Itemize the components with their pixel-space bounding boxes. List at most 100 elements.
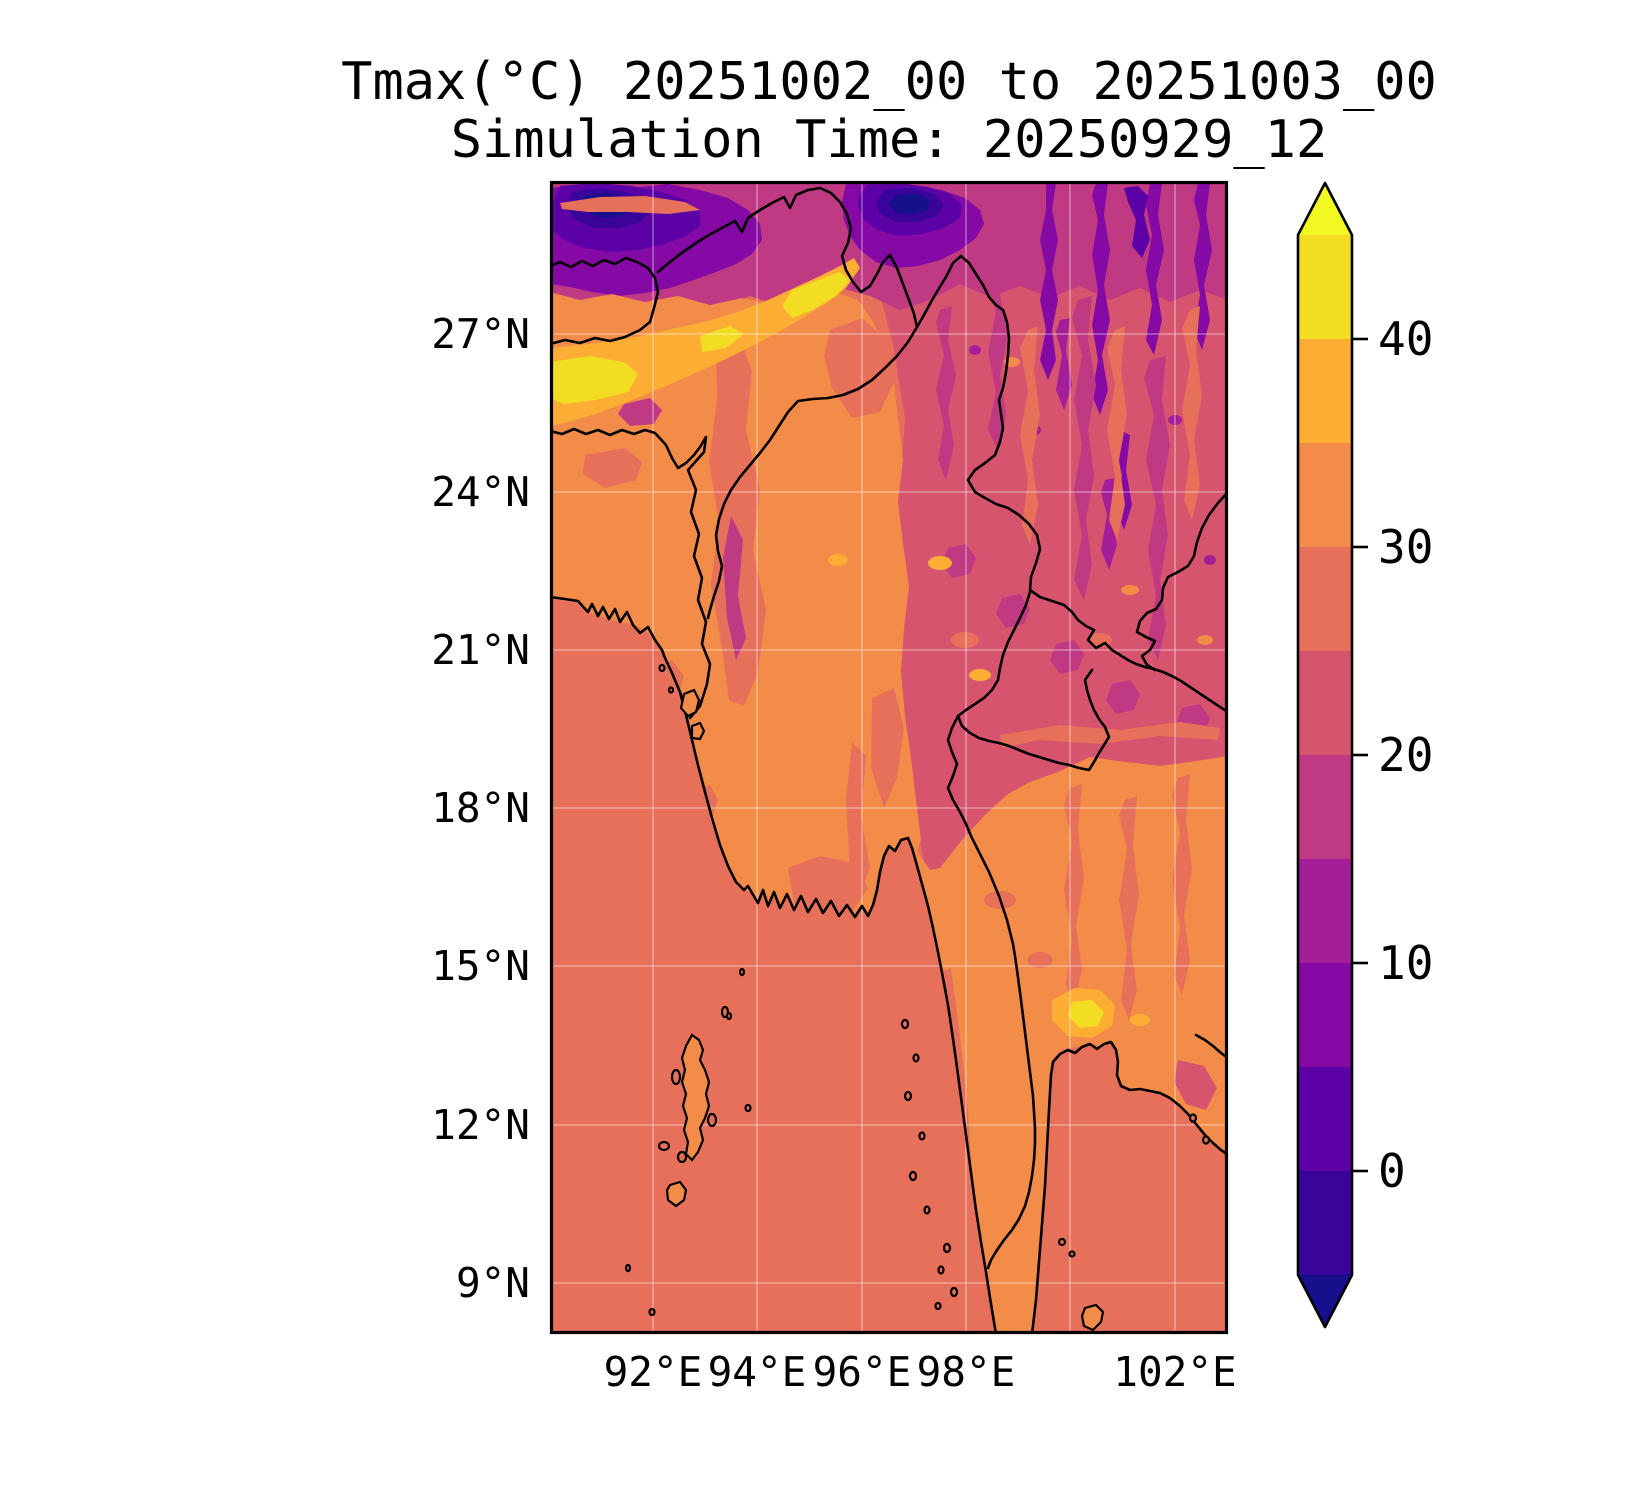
field-salmon-ribbon [1020, 326, 1040, 545]
islet [942, 1242, 952, 1254]
field-chin-ridge [709, 332, 766, 706]
field-salmon-blob [951, 632, 979, 648]
andaman-south-island [665, 1180, 688, 1208]
field-gulf-rose [1174, 1060, 1217, 1110]
field-hot-patch [828, 554, 848, 566]
colorbar-segment [1298, 235, 1352, 339]
islet [676, 1150, 688, 1164]
field-salmon-ribbon [1182, 306, 1202, 520]
field-violet-streak [1092, 183, 1110, 415]
xtick-92e: 92°E [603, 1348, 703, 1396]
border-china [656, 186, 1228, 714]
islet [900, 1018, 910, 1030]
field-pegu-ridge [846, 742, 870, 894]
field-se-ribbon [1119, 796, 1139, 1020]
field-hot-core [550, 356, 638, 404]
colorbar-segment [1298, 755, 1352, 859]
field-under-mid [888, 193, 930, 215]
border-myanmar-thailand [946, 714, 1037, 1270]
islet [1188, 1113, 1198, 1123]
xtick-102e: 102°E [1113, 1348, 1237, 1396]
colorbar-label-20: 20 [1378, 728, 1434, 782]
colorbar-outline [1296, 181, 1354, 1329]
ytick-21n: 21°N [431, 626, 530, 674]
page-title: Tmax(°C) 20251002_00 to 20251003_00 [341, 52, 1437, 112]
colorbar-over-arrow [1298, 183, 1352, 235]
field-purple-dot [1204, 555, 1216, 565]
ytick-9n: 9°N [455, 1259, 530, 1307]
field-orange-dot [1197, 635, 1213, 645]
field-magenta-blob [1050, 640, 1084, 674]
field-purple-dot [1168, 415, 1182, 425]
field-chin-core [723, 516, 746, 660]
field-magenta-ribbon [986, 256, 1008, 450]
border-bhutan [550, 256, 660, 346]
islet [937, 1265, 945, 1275]
field-hot-patch [928, 556, 952, 570]
field-salmon-ribbon [1107, 326, 1127, 540]
colorbar-segment [1298, 443, 1352, 547]
map-frame [549, 180, 1229, 1335]
field-magenta-blob [996, 594, 1030, 628]
islet [648, 1307, 656, 1317]
temperature-field [550, 181, 1228, 1334]
ytick-24n: 24°N [431, 468, 530, 516]
border-laos-vietnam [1135, 490, 1228, 672]
islet [908, 1170, 918, 1182]
field-magenta-blob [1106, 680, 1140, 714]
andaman-island [680, 1033, 711, 1162]
colorbar-segment [1298, 1171, 1352, 1275]
colorbar-segment [1298, 339, 1352, 443]
ytick-27n: 27°N [431, 310, 530, 358]
field-valley-salmon [824, 318, 894, 418]
field-magenta-ribbon [1072, 296, 1096, 600]
colorbar-label-30: 30 [1378, 520, 1434, 574]
colorbar-segment [1298, 1067, 1352, 1171]
field-se-ribbon [1172, 774, 1192, 995]
islet [725, 1011, 733, 1021]
colorbar-segment [1298, 963, 1352, 1067]
field-se-ribbon [1064, 784, 1084, 1005]
islet [918, 1131, 926, 1141]
islet [624, 1263, 632, 1273]
colorbar [1296, 181, 1368, 1329]
field-magenta-ribbon [1144, 356, 1170, 660]
field-se-hotspot-core [1068, 1000, 1104, 1028]
islet [1057, 1237, 1067, 1247]
islet [934, 1301, 942, 1311]
islet [903, 1090, 913, 1102]
islet [923, 1205, 931, 1215]
field-hot-patch [969, 669, 991, 681]
field-salmon-blob [1027, 952, 1053, 968]
islet [949, 1286, 959, 1298]
xtick-96e: 96°E [812, 1348, 912, 1396]
islet [658, 663, 666, 673]
ytick-18n: 18°N [431, 784, 530, 832]
field-plain-salmon [583, 448, 642, 488]
colorbar-label-10: 10 [1378, 936, 1434, 990]
field-coast-salmon [648, 660, 684, 700]
coastline-west [550, 595, 998, 1334]
ytick-15n: 15°N [431, 942, 530, 990]
field-hot-core [782, 272, 850, 318]
field-violet-streak [1146, 183, 1164, 355]
colorbar-label-40: 40 [1378, 312, 1434, 366]
colorbar-segment [1298, 547, 1352, 651]
border-india-bangladesh [550, 427, 712, 720]
islet [706, 1112, 718, 1128]
field-delta-salmon [788, 856, 868, 920]
border-india-myanmar [706, 325, 919, 620]
page-subtitle: Simulation Time: 20250929_12 [450, 110, 1328, 170]
colorbar-label-0: 0 [1378, 1144, 1406, 1198]
islet [738, 967, 746, 977]
coastline-right-edge [1194, 1033, 1228, 1060]
field-indigo-small [1124, 186, 1150, 258]
colorbar-segment [1298, 859, 1352, 963]
xtick-94e: 94°E [707, 1348, 807, 1396]
field-sittang-salmon [871, 688, 904, 808]
field-warm-streak [560, 196, 700, 214]
islet [1201, 1135, 1211, 1145]
field-magenta-ribbon [936, 306, 956, 480]
field-ne-highlands [865, 181, 1228, 884]
